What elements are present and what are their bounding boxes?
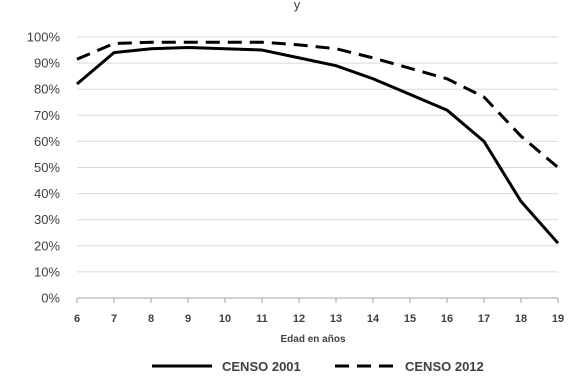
- x-axis: [76, 297, 559, 303]
- y-tick-label: 60%: [34, 134, 60, 149]
- x-tick-label: 11: [256, 313, 268, 325]
- y-tick-label: 10%: [34, 264, 60, 279]
- x-axis-ticks: 6 7 8 9 10 11 12 13 14 15 16 17 18 19: [74, 313, 564, 325]
- x-tick-label: 8: [148, 313, 154, 325]
- x-axis-label: Edad en años: [280, 334, 345, 345]
- x-tick-label: 12: [293, 313, 305, 325]
- y-tick-label: 30%: [34, 212, 60, 227]
- x-tick-label: 13: [330, 313, 342, 325]
- gridlines: [77, 36, 558, 273]
- x-tick-label: 14: [367, 313, 380, 325]
- x-tick-label: 16: [441, 313, 453, 325]
- y-tick-label: 80%: [34, 82, 60, 97]
- x-tick-label: 6: [74, 313, 80, 325]
- y-tick-label: 90%: [34, 56, 60, 71]
- y-tick-label: 70%: [34, 108, 60, 123]
- series-line-2: [76, 40, 559, 169]
- x-tick-label: 17: [478, 313, 490, 325]
- x-tick-label: 9: [185, 313, 191, 325]
- series-line-1: [76, 45, 560, 245]
- y-tick-label: 40%: [34, 186, 60, 201]
- legend-label: CENSO 2001: [222, 359, 301, 374]
- legend-label: CENSO 2012: [405, 359, 484, 374]
- y-tick-label: 50%: [34, 160, 60, 175]
- y-axis-ticks: 0% 10% 20% 30% 40% 50% 60% 70% 80% 90% 100%: [27, 30, 61, 306]
- series-lines: [76, 40, 560, 245]
- y-tick-label: 0%: [41, 291, 60, 306]
- x-tick-label: 15: [404, 313, 416, 325]
- x-tick-label: 19: [552, 313, 564, 325]
- x-tick-label: 7: [111, 313, 117, 325]
- chart-title-fragment: y: [294, 0, 301, 12]
- x-tick-label: 10: [219, 313, 231, 325]
- x-tick-label: 18: [515, 313, 527, 325]
- y-tick-label: 100%: [27, 30, 61, 45]
- legend: CENSO 2001 CENSO 2012: [152, 359, 484, 374]
- y-tick-label: 20%: [34, 238, 60, 253]
